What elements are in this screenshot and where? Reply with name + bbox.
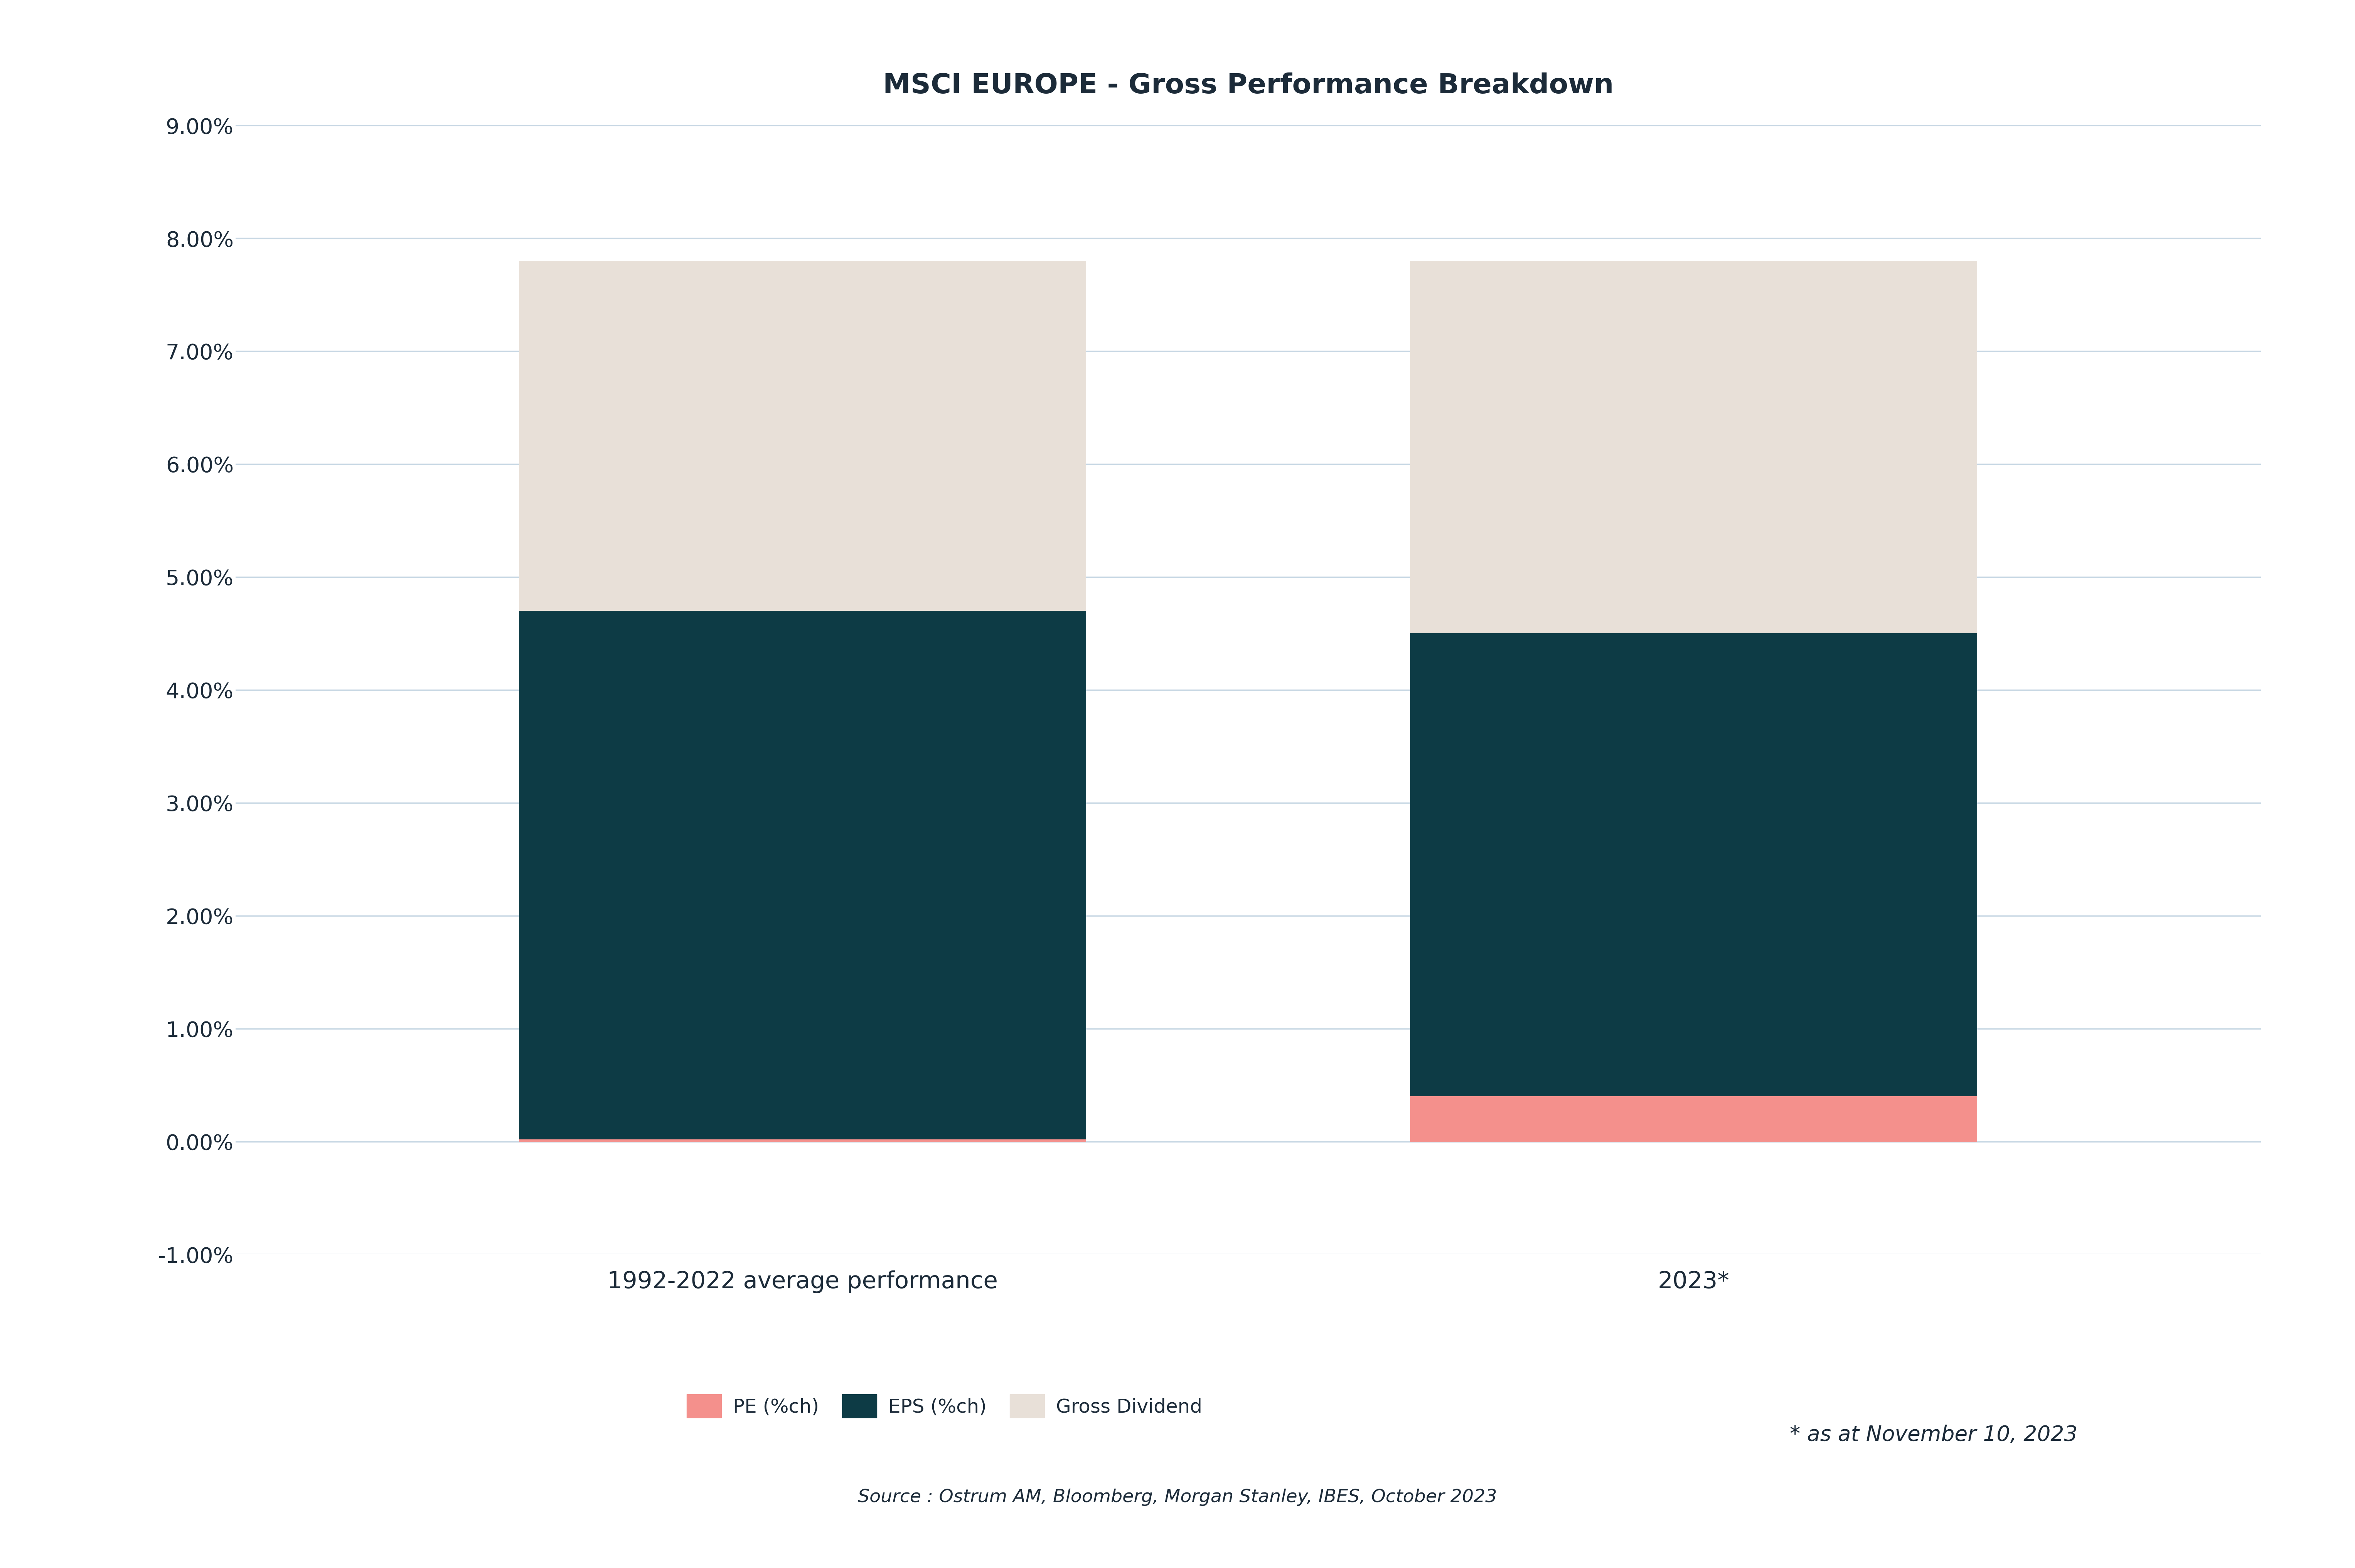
- Text: * as at November 10, 2023: * as at November 10, 2023: [1790, 1424, 2077, 1446]
- Bar: [518, 1140, 1086, 1142]
- Bar: [1411, 633, 1978, 1096]
- Bar: [1411, 260, 1978, 633]
- Bar: [518, 260, 1086, 612]
- Bar: [518, 612, 1086, 1140]
- Legend: PE (%ch), EPS (%ch), Gross Dividend: PE (%ch), EPS (%ch), Gross Dividend: [678, 1386, 1210, 1425]
- Text: Source : Ostrum AM, Bloomberg, Morgan Stanley, IBES, October 2023: Source : Ostrum AM, Bloomberg, Morgan St…: [857, 1488, 1498, 1507]
- Bar: [1411, 1096, 1978, 1142]
- Title: MSCI EUROPE - Gross Performance Breakdown: MSCI EUROPE - Gross Performance Breakdow…: [883, 72, 1613, 99]
